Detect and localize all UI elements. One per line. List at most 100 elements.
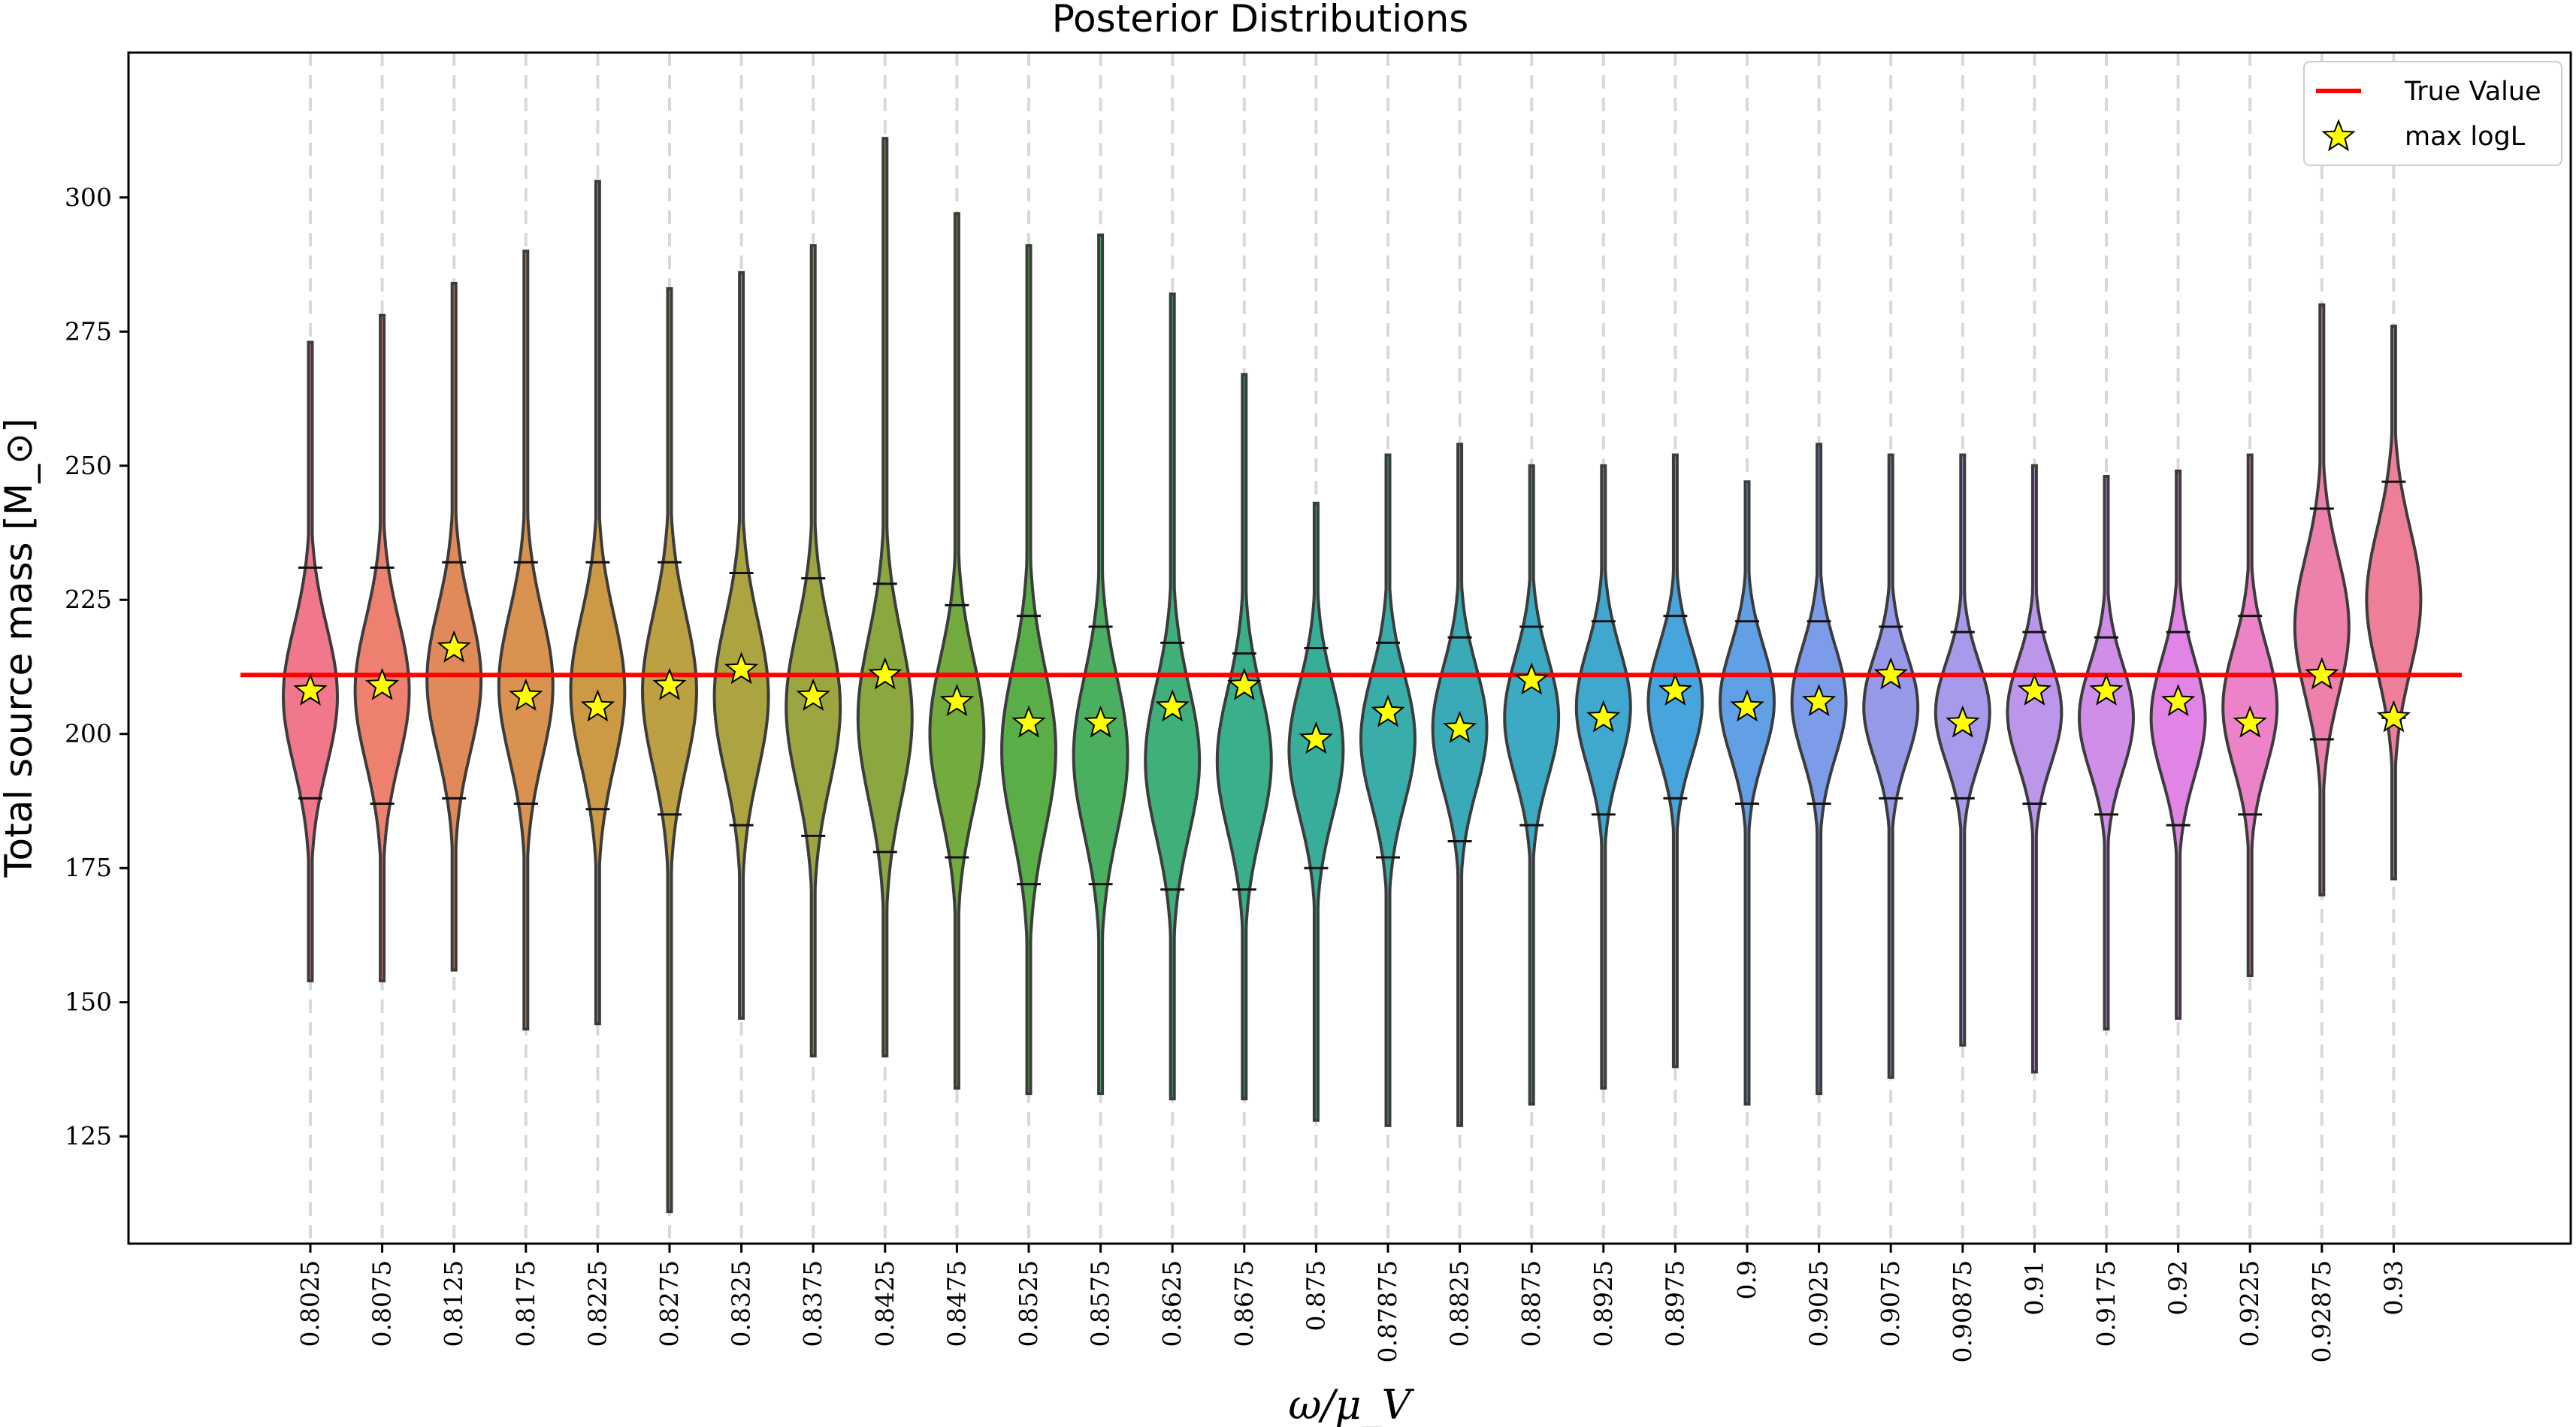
max-logl-star	[509, 679, 543, 711]
max-logl-star	[652, 667, 687, 700]
violin-body	[2077, 475, 2136, 1031]
violin-body	[569, 180, 627, 1026]
max-logl-star	[2089, 673, 2124, 706]
y-tick-label: 250	[65, 451, 112, 480]
y-tick-label: 150	[65, 987, 112, 1017]
max-logl-star	[868, 657, 903, 690]
max-logl-star	[1442, 710, 1477, 743]
violin-body	[2006, 464, 2064, 1074]
violin-body	[1000, 244, 1057, 1096]
x-tick-label: 0.875	[1301, 1260, 1330, 1331]
x-tick-label: 0.87875	[1373, 1260, 1402, 1362]
violin-body	[2293, 303, 2351, 896]
x-tick-label: 0.8025	[295, 1260, 325, 1347]
max-logl-star	[1155, 689, 1190, 722]
max-logl-star	[939, 684, 975, 717]
y-tick-label: 125	[65, 1121, 112, 1150]
x-tick-label: 0.8575	[1086, 1260, 1115, 1347]
violin-body	[1287, 501, 1345, 1122]
violin-body	[1718, 480, 1776, 1106]
violin-body	[353, 313, 411, 983]
max-logl-star	[724, 652, 759, 685]
x-tick-label: 0.8825	[1445, 1260, 1474, 1347]
violin-body	[2365, 325, 2423, 881]
x-tick-label: 0.9025	[1804, 1260, 1834, 1347]
x-tick-label: 0.9225	[2235, 1260, 2264, 1347]
max-logl-star	[1946, 705, 1980, 738]
y-axis: 125 150 175 200 225 250 275 300	[65, 183, 128, 1150]
x-tick-label: 0.8125	[439, 1260, 468, 1347]
violin-body	[1215, 373, 1273, 1101]
y-tick-label: 225	[65, 585, 112, 614]
y-tick-label: 300	[65, 183, 112, 212]
legend: True Value max logL	[2303, 61, 2562, 166]
x-tick-label: 0.8425	[870, 1260, 899, 1347]
max-logl-star	[1586, 700, 1621, 733]
y-tick-label: 275	[65, 316, 112, 346]
max-logl-star	[1011, 705, 1046, 738]
max-logl-star	[1514, 662, 1549, 695]
violin-body	[281, 340, 340, 983]
violin-body	[1790, 443, 1848, 1096]
max-logl-star	[293, 673, 328, 706]
legend-label-max-logl: max logL	[2405, 122, 2526, 152]
violin-body	[425, 282, 483, 972]
x-tick-label: 0.8375	[798, 1260, 827, 1347]
plot-frame	[127, 51, 2572, 1245]
max-logl-star	[1371, 694, 1405, 727]
max-logl-star	[2160, 684, 2196, 717]
violin-body	[497, 249, 555, 1031]
legend-frame	[2303, 61, 2562, 166]
x-tick-label: 0.8325	[727, 1260, 756, 1347]
x-tick-label: 0.9	[1732, 1260, 1761, 1299]
x-tick-label: 0.92875	[2307, 1260, 2336, 1362]
x-tick-label: 0.8225	[582, 1260, 612, 1347]
x-tick-label: 0.8975	[1660, 1260, 1689, 1347]
x-axis-label: ω/μ_V	[1288, 1381, 1414, 1427]
y-tick-label: 200	[65, 719, 112, 748]
max-logl-star	[2376, 700, 2411, 733]
violin-body	[1934, 453, 1991, 1047]
x-tick-label: 0.8625	[1157, 1260, 1187, 1347]
y-tick-label: 175	[65, 853, 112, 882]
chart-title: Posterior Distributions	[1052, 0, 1469, 41]
x-tick-label: 0.8075	[367, 1260, 397, 1347]
x-tick-label: 0.8175	[511, 1260, 540, 1347]
max-logl-star	[1873, 657, 1908, 690]
x-tick-label: 0.92	[2163, 1260, 2193, 1315]
x-tick-label: 0.8275	[655, 1260, 684, 1347]
legend-label-true-value: True Value	[2404, 77, 2541, 107]
x-tick-label: 0.9075	[1876, 1260, 1905, 1347]
max-logl-stars	[293, 630, 2411, 754]
max-logl-star	[1227, 667, 1262, 700]
x-tick-label: 0.9175	[2091, 1260, 2121, 1347]
x-tick-label: 0.8675	[1229, 1260, 1259, 1347]
violin-body	[712, 271, 770, 1020]
x-tick-label: 0.91	[2019, 1260, 2048, 1315]
violin-body	[856, 137, 914, 1058]
violin-body	[2149, 469, 2207, 1020]
max-logl-star	[1083, 705, 1118, 738]
violin-body	[1646, 453, 1704, 1069]
max-logl-star	[796, 679, 830, 711]
x-tick-label: 0.8925	[1589, 1260, 1618, 1347]
max-logl-star	[1658, 673, 1693, 706]
violin-body	[928, 212, 986, 1090]
max-logl-star	[1730, 689, 1764, 722]
max-logl-star	[580, 689, 615, 722]
y-axis-label: Total source mass [M_⊙]	[0, 419, 41, 878]
x-tick-label: 0.8875	[1516, 1260, 1546, 1347]
violin-body	[1862, 453, 1920, 1079]
max-logl-star	[1299, 721, 1334, 754]
max-logl-star	[1801, 684, 1837, 717]
max-logl-star	[2233, 705, 2267, 738]
violin-body	[640, 287, 699, 1214]
x-axis: 0.8025 0.8075 0.8125 0.8175 0.8225 0.8275 0.83…	[295, 1244, 2408, 1362]
max-logl-star	[2017, 673, 2052, 706]
x-tick-label: 0.8525	[1014, 1260, 1043, 1347]
max-logl-star	[2305, 657, 2339, 690]
x-tick-label: 0.90875	[1948, 1260, 1977, 1362]
x-tick-label: 0.8475	[942, 1260, 971, 1347]
x-tick-label: 0.93	[2378, 1260, 2408, 1315]
